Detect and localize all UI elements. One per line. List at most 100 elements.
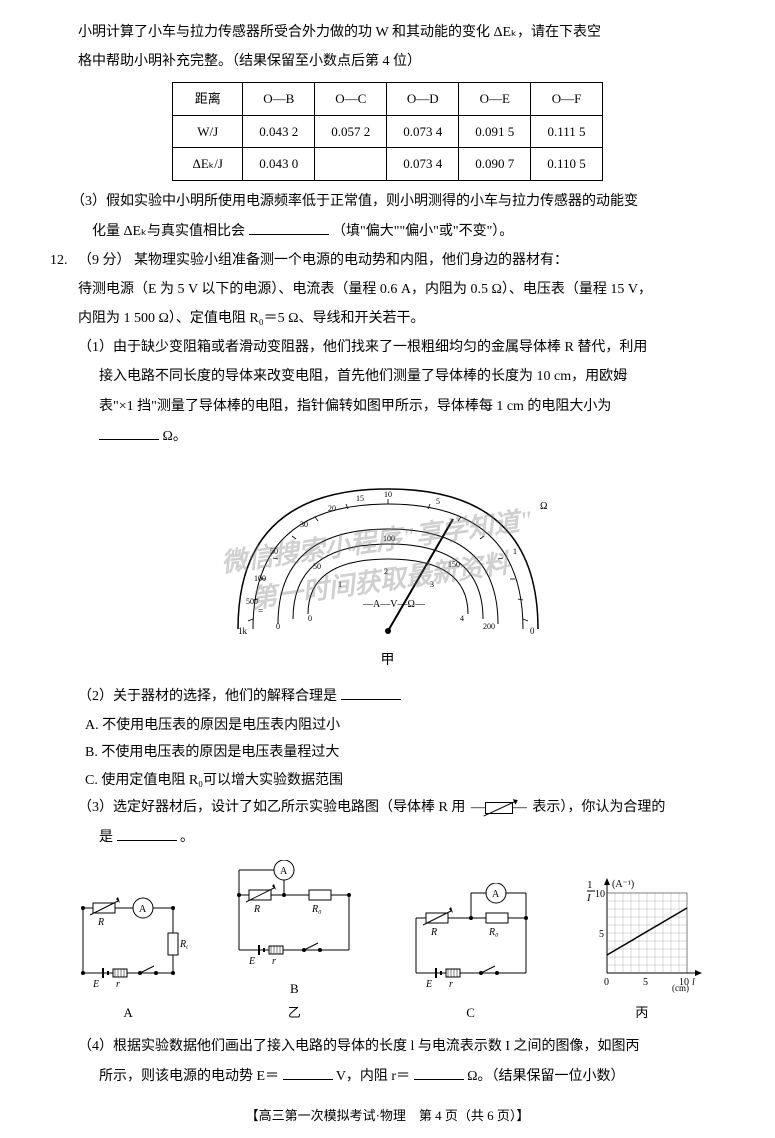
circuit-a-label: A — [68, 1001, 188, 1024]
table-row: 距离 O—B O—C O—D O—E O—F — [173, 83, 603, 115]
circuit-c-svg: A R R₀ E r — [401, 883, 541, 993]
svg-text:R₀: R₀ — [488, 927, 499, 938]
table-cell: 0.090 7 — [459, 148, 531, 180]
circuit-group-label: 乙 — [224, 1001, 364, 1024]
table-cell: 0.057 2 — [315, 115, 387, 147]
table-cell: W/J — [173, 115, 243, 147]
q12-mat1: 待测电源（E 为 5 V 以下的电源）、电流表（量程 0.6 A，内阻为 0.5… — [78, 277, 725, 302]
meter-figure: 1k 500 100 50 30 20 15 10 5 1 0 Ω 0 50 1… — [50, 459, 725, 673]
circuit-c: A R R₀ E r C — [401, 883, 541, 1024]
graph-svg: 1 I (A⁻¹) 10 5 0 5 10 l (cm) — [577, 873, 707, 993]
q12-4-u2: Ω。（结果保留一位小数） — [467, 1069, 624, 1084]
svg-text:A: A — [280, 866, 288, 877]
table-cell: 0.091 5 — [459, 115, 531, 147]
q12-3-l3: 是 。 — [99, 824, 725, 850]
graph-ylabel: 1 — [587, 879, 593, 891]
svg-text:(cm): (cm) — [672, 983, 689, 993]
q12-1-unit: Ω。 — [163, 429, 187, 444]
table-cell: 0.073 4 — [387, 115, 459, 147]
svg-text:1k: 1k — [238, 626, 248, 636]
svg-text:10: 10 — [595, 889, 605, 900]
svg-text:4: 4 — [460, 614, 464, 623]
svg-text:r: r — [449, 979, 453, 990]
blank-fill — [341, 683, 401, 700]
svg-text:E: E — [248, 956, 255, 967]
circuit-b: A R R₀ E r B 乙 — [224, 860, 364, 1024]
q12-2-text: （2）关于器材的选择，他们的解释合理是 — [78, 689, 337, 704]
svg-text:100: 100 — [383, 534, 395, 543]
svg-text:15: 15 — [356, 494, 364, 503]
svg-text:0: 0 — [308, 614, 312, 623]
svg-text:R₀: R₀ — [179, 939, 188, 950]
svg-text:=: = — [258, 606, 263, 616]
table-row: ΔEₖ/J 0.043 0 0.073 4 0.090 7 0.110 5 — [173, 148, 603, 180]
blank-fill — [414, 1063, 464, 1080]
svg-text:r: r — [116, 979, 120, 990]
circuit-a: R A R₀ E r A — [68, 883, 188, 1024]
svg-text:150: 150 — [448, 560, 460, 569]
graph-label: 丙 — [577, 1001, 707, 1024]
svg-text:1: 1 — [513, 547, 517, 556]
table-cell: 0.110 5 — [531, 148, 603, 180]
q12-3-t1: （3）选定好器材后，设计了如乙所示实验电路图（导体棒 R 用 — [78, 800, 465, 815]
table-cell: O—E — [459, 83, 531, 115]
q3-hint: （填"偏大""偏小"或"不变"）。 — [332, 224, 513, 239]
svg-text:R: R — [97, 917, 104, 928]
svg-text:A: A — [139, 904, 147, 915]
variable-resistor-icon — [485, 802, 513, 814]
blank-fill — [283, 1063, 333, 1080]
svg-text:50: 50 — [270, 547, 278, 556]
svg-text:2: 2 — [384, 567, 388, 576]
svg-text:3: 3 — [430, 580, 434, 589]
table-cell: O—C — [315, 83, 387, 115]
q12-4-u1: V，内阻 r＝ — [336, 1069, 410, 1084]
ohmmeter-svg: 1k 500 100 50 30 20 15 10 5 1 0 Ω 0 50 1… — [208, 459, 568, 639]
circuit-b-label: B — [224, 977, 364, 1000]
graph-yunit: (A⁻¹) — [612, 879, 634, 890]
intro-text-1: 小明计算了小车与拉力传感器所受合外力做的功 W 和其动能的变化 ΔEₖ，请在下表… — [50, 20, 725, 45]
table-cell: 0.111 5 — [531, 115, 603, 147]
q12-3: （3）选定好器材后，设计了如乙所示实验电路图（导体棒 R 用 —— 表示），你认… — [78, 795, 725, 820]
q3-line2-wrap: 化量 ΔEₖ与真实值相比会 （填"偏大""偏小"或"不变"）。 — [92, 218, 725, 244]
q12-4-l1: （4）根据实验数据他们画出了接入电路的导体的长度 l 与电流表示数 I 之间的图… — [78, 1034, 725, 1059]
svg-text:I: I — [586, 892, 592, 904]
svg-text:Ω: Ω — [540, 501, 547, 512]
option-b: B. 不使用电压表的原因是电压表量程过大 — [85, 740, 725, 765]
option-c: C. 使用定值电阻 R₀可以增大实验数据范围 — [85, 768, 725, 793]
svg-text:10: 10 — [384, 490, 392, 499]
svg-text:0: 0 — [276, 622, 280, 631]
svg-text:5: 5 — [643, 977, 648, 988]
svg-text:200: 200 — [483, 622, 495, 631]
svg-text:1: 1 — [338, 580, 342, 589]
page-footer: 【高三第一次模拟考试·物理 第 4 页（共 6 页）】 — [50, 1104, 725, 1127]
table-cell — [315, 148, 387, 180]
svg-text:r: r — [272, 956, 276, 967]
svg-text:0: 0 — [604, 977, 609, 988]
table-cell: O—B — [243, 83, 315, 115]
svg-text:100: 100 — [254, 574, 266, 583]
q12-score: （9 分） — [78, 253, 131, 268]
svg-text:30: 30 — [300, 520, 308, 529]
table-cell: O—F — [531, 83, 603, 115]
svg-text:R: R — [253, 904, 260, 915]
svg-text:5: 5 — [599, 929, 604, 940]
svg-text:R: R — [430, 927, 437, 938]
q12-3-dot: 。 — [180, 830, 194, 845]
q12-2: （2）关于器材的选择，他们的解释合理是 — [78, 683, 725, 709]
meter-label: 甲 — [50, 648, 725, 673]
blank-fill — [249, 218, 329, 235]
svg-text:50: 50 — [313, 562, 321, 571]
q12-1-blank: Ω。 — [99, 423, 725, 449]
svg-text:20: 20 — [328, 504, 336, 513]
q3-text-2: 化量 ΔEₖ与真实值相比会 — [92, 224, 245, 239]
circuit-c-label: C — [401, 1001, 541, 1024]
q12-number: 12. — [50, 248, 68, 273]
svg-text:E: E — [92, 979, 99, 990]
q12-3-t3: 是 — [99, 830, 113, 845]
blank-fill — [99, 423, 159, 440]
data-table: 距离 O—B O—C O—D O—E O—F W/J 0.043 2 0.057… — [172, 82, 603, 180]
q12-1-l2: 接入电路不同长度的导体来改变电阻，首先他们测量了导体棒的长度为 10 cm，用欧… — [99, 364, 725, 389]
table-cell: ΔEₖ/J — [173, 148, 243, 180]
table-row: W/J 0.043 2 0.057 2 0.073 4 0.091 5 0.11… — [173, 115, 603, 147]
q12-intro: 某物理实验小组准备测一个电源的电动势和内阻，他们身边的器材有： — [134, 253, 568, 268]
